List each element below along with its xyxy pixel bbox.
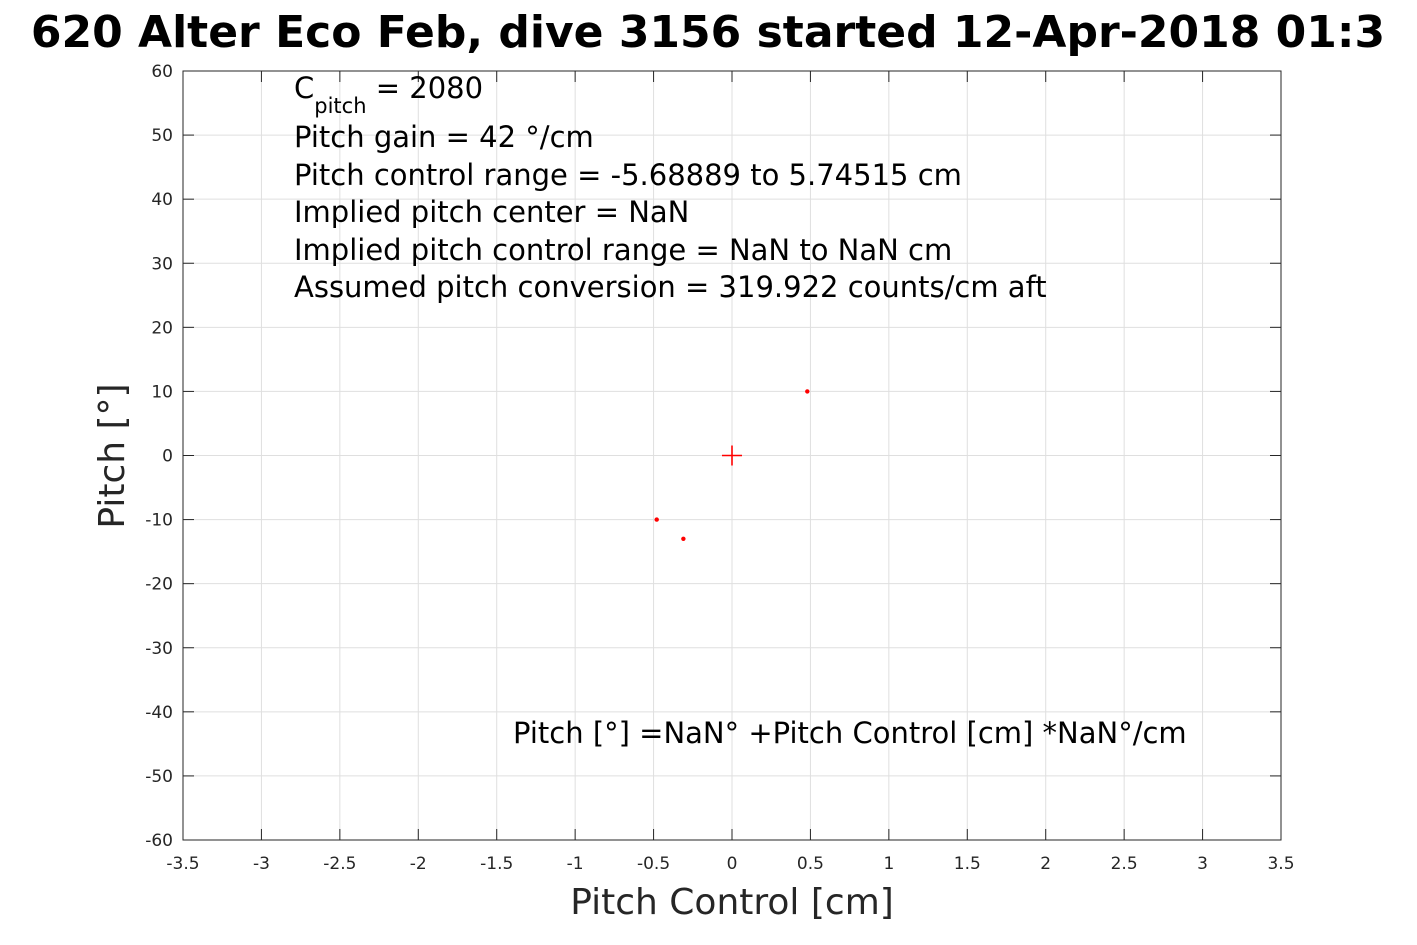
x-tick-label: -3.5	[166, 854, 199, 874]
y-tick-label: -50	[145, 767, 173, 787]
y-tick-label: 60	[151, 62, 173, 82]
y-tick-labels: -60 -50 -40 -30 -20 -10 0 10 20 30 40 50 60	[145, 62, 173, 851]
x-tick-label: -1	[567, 854, 584, 874]
data-point	[805, 389, 810, 394]
y-tick-label: -20	[145, 575, 173, 595]
x-tick-label: 0	[727, 854, 738, 874]
annotation-implied-pitch-center: Implied pitch center = NaN	[294, 195, 689, 229]
x-tick-label: -1.5	[480, 854, 513, 874]
y-tick-label: -40	[145, 703, 173, 723]
x-tick-label: -2.5	[323, 854, 356, 874]
x-tick-label: 2.5	[1111, 854, 1138, 874]
y-tick-label: 50	[151, 126, 173, 146]
x-tick-label: 2	[1040, 854, 1051, 874]
annotation-pitch-gain: Pitch gain = 42 °/cm	[294, 120, 594, 154]
chart-title: 620 Alter Eco Feb, dive 3156 started 12-…	[31, 7, 1385, 58]
y-tick-label: 0	[162, 447, 173, 467]
y-tick-label: 40	[151, 190, 173, 210]
x-tick-labels: -3.5 -3 -2.5 -2 -1.5 -1 -0.5 0 0.5 1 1.5 2 2.5 3 3.5	[166, 854, 1294, 874]
plot-frame	[182, 70, 1282, 841]
y-tick-label: -30	[145, 639, 173, 659]
annotation-pitch-conversion: Assumed pitch conversion = 319.922 count…	[294, 270, 1047, 304]
x-tick-label: 3.5	[1267, 854, 1294, 874]
annotation-c-pitch: Cpitch = 2080	[294, 71, 483, 118]
center-plus-marker	[722, 445, 742, 466]
x-tick-label: 0.5	[797, 854, 824, 874]
c-pitch-value: = 2080	[367, 71, 484, 105]
x-tick-label: -3	[253, 854, 270, 874]
data-marks	[654, 389, 810, 542]
x-tick-label: 1	[883, 854, 894, 874]
annotation-fit-equation: Pitch [°] =NaN° +Pitch Control [cm] *NaN…	[513, 716, 1187, 750]
annotation-pitch-control-range: Pitch control range = -5.68889 to 5.7451…	[294, 158, 962, 192]
x-tick-label: 1.5	[954, 854, 981, 874]
x-axis-label: Pitch Control [cm]	[570, 882, 894, 923]
y-tick-label: -60	[145, 831, 173, 851]
x-tick-label: 3	[1197, 854, 1208, 874]
y-tick-label: 30	[151, 254, 173, 274]
y-tick-label: -10	[145, 511, 173, 531]
c-pitch-subscript: pitch	[314, 94, 366, 118]
y-tick-label: 10	[151, 382, 173, 402]
y-axis-label: Pitch [°]	[92, 383, 133, 528]
data-point	[654, 517, 659, 522]
x-tick-label: -2	[410, 854, 427, 874]
y-tick-label: 20	[151, 318, 173, 338]
grid	[183, 71, 1281, 840]
annotation-implied-control-range: Implied pitch control range = NaN to NaN…	[294, 233, 952, 267]
data-point	[681, 536, 686, 542]
c-pitch-symbol: C	[294, 71, 314, 105]
x-tick-label: -0.5	[637, 854, 670, 874]
